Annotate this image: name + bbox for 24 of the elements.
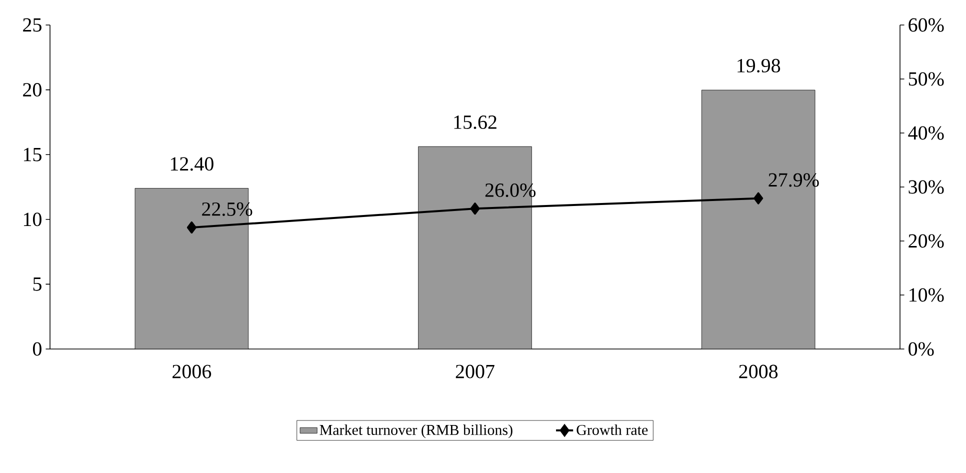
point	[470, 202, 480, 215]
x-tick-label: 2006	[172, 364, 212, 378]
x-tick-label: 2008	[739, 364, 778, 378]
y2-tick-label: 0%	[908, 342, 934, 356]
y2-tick-label: 20%	[908, 234, 944, 248]
point	[754, 192, 764, 204]
y2-tick-label: 60%	[908, 18, 944, 32]
y-tick-label: 25	[23, 18, 42, 32]
y2-tick-label: 40%	[908, 126, 944, 140]
y2-tick-label: 30%	[908, 180, 944, 194]
data-label: 12.40	[170, 157, 214, 171]
point	[186, 221, 196, 234]
y2-tick-label: 10%	[910, 288, 944, 302]
x-tick-label: 2007	[456, 364, 494, 378]
y-tick-label: 0	[32, 342, 42, 356]
data-label: 19.98	[738, 58, 780, 73]
y2-tick-label: 50%	[908, 72, 944, 86]
y-tick-label: 5	[33, 278, 42, 291]
y-tick-label: 15	[24, 148, 42, 162]
y-tick-label: 20	[23, 83, 42, 97]
y-tick-label: 10	[24, 212, 42, 226]
data-label: 15.62	[454, 116, 496, 130]
legend-label: Growth rate	[576, 424, 648, 436]
legend-label: Market turnover (RMB billions)	[320, 424, 512, 438]
